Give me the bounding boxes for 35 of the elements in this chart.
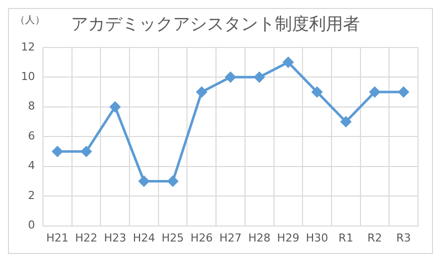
y-tick-label: 0: [28, 218, 35, 232]
y-axis-title: （人）: [15, 14, 45, 27]
chart-title: アカデミックアシスタント制度利用者: [71, 14, 360, 35]
y-tick-label: 12: [20, 40, 35, 54]
x-tick-label: R2: [367, 231, 382, 244]
x-tick-label: H21: [46, 231, 69, 244]
x-tick-label: H23: [104, 231, 126, 244]
y-tick-label: 4: [28, 159, 35, 172]
point: [225, 72, 236, 82]
point: [369, 86, 380, 98]
x-tick-label: H27: [219, 231, 242, 244]
point: [138, 176, 150, 186]
x-tick-label: H24: [132, 231, 156, 244]
y-tick-label: 10: [20, 70, 35, 83]
point: [52, 146, 63, 157]
point: [196, 86, 207, 98]
point: [340, 116, 352, 127]
point: [398, 86, 409, 98]
point: [168, 176, 178, 186]
x-tick-label: R3: [396, 231, 411, 244]
y-tick-label: 2: [28, 188, 35, 202]
x-tick-label: H22: [75, 231, 98, 244]
x-tick-label: H26: [190, 231, 213, 244]
x-tick-label: H25: [162, 231, 184, 244]
point: [254, 72, 265, 82]
point: [312, 86, 322, 98]
x-tick-label: R1: [338, 231, 354, 244]
point: [110, 102, 120, 112]
y-tick-label: 8: [28, 100, 35, 113]
x-tick-label: H28: [248, 231, 270, 244]
x-tick-label: H29: [277, 231, 300, 244]
point: [282, 57, 294, 68]
y-tick-label: 6: [28, 129, 35, 142]
point: [81, 146, 92, 157]
x-tick-label: H30: [306, 231, 328, 244]
